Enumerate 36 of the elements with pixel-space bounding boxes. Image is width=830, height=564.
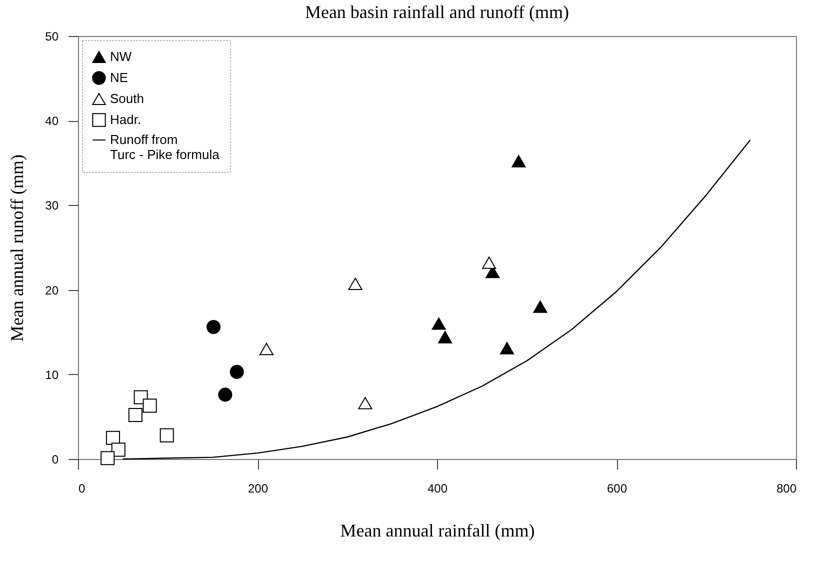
y-tick-label: 20 [45, 283, 59, 298]
point [160, 428, 174, 442]
chart-title: Mean basin rainfall and runoff (mm) [304, 2, 570, 22]
legend-label: South [110, 91, 144, 106]
point [438, 331, 452, 344]
point [533, 300, 548, 313]
point [432, 317, 446, 330]
legend-label: NW [110, 49, 132, 64]
y-tick-label: 30 [45, 198, 59, 213]
y-axis-title: Mean annual runoff (mm) [7, 154, 28, 342]
y-tick-label: 50 [45, 30, 59, 44]
legend-label: Hadr. [110, 112, 142, 127]
point [111, 442, 126, 457]
point [206, 320, 221, 334]
point [142, 398, 157, 413]
legend-label: Runoff from Turc - Pike formula [110, 132, 220, 162]
point [230, 364, 244, 379]
x-tick-label: 800 [776, 482, 797, 496]
point [500, 342, 514, 354]
y-tick-label: 0 [52, 452, 59, 466]
x-tick-label: 200 [248, 482, 268, 496]
point [358, 397, 372, 410]
point [512, 155, 526, 168]
y-tick-label: 40 [45, 114, 59, 128]
point [100, 451, 115, 466]
point [482, 256, 496, 269]
point [218, 388, 232, 402]
y-tick-label: 10 [45, 368, 59, 382]
legend-label: NE [110, 70, 128, 85]
point [259, 342, 274, 356]
x-tick-label: 0 [78, 482, 86, 496]
point [128, 408, 142, 422]
point [348, 278, 362, 290]
x-tick-label: 400 [427, 482, 448, 496]
x-tick-label: 600 [606, 482, 628, 496]
x-axis-title: Mean annual rainfall (mm) [340, 520, 535, 540]
